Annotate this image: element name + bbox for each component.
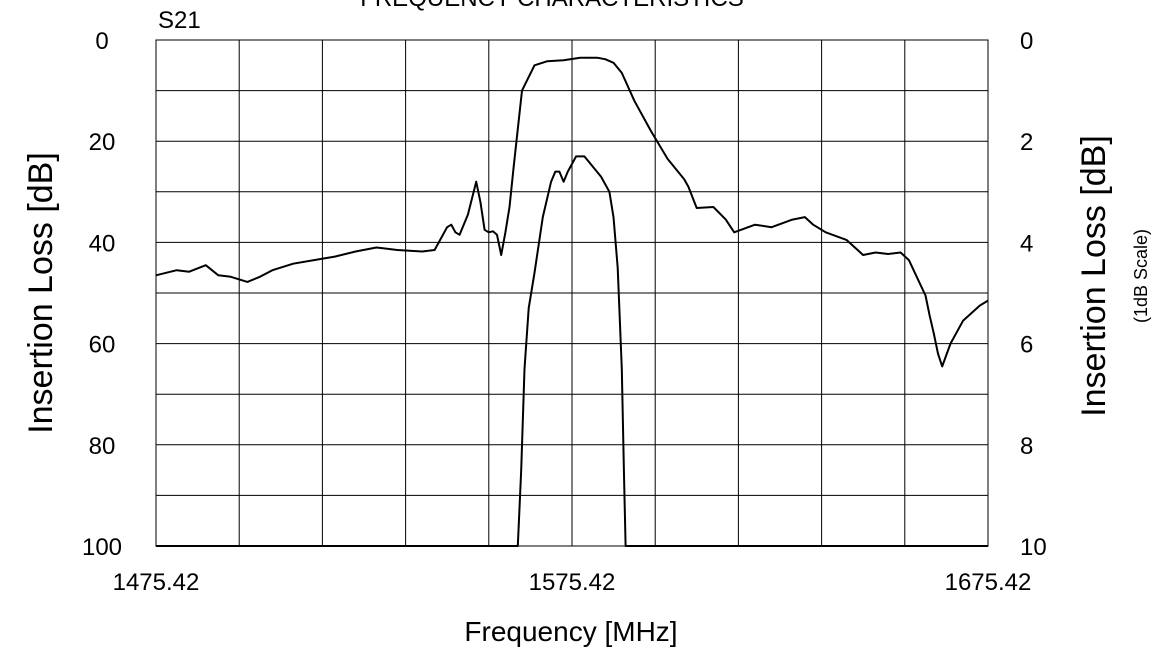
series-line-1db-scale (156, 155, 988, 547)
y-left-tick-label: 60 (89, 332, 116, 359)
y-axis-right-title: Insertion Loss [dB] (1075, 135, 1113, 417)
y-left-tick-label: 100 (82, 534, 122, 561)
y-right-tick-label: 8 (1020, 433, 1033, 460)
y-axis-left-title: Insertion Loss [dB] (22, 152, 60, 434)
x-axis-title: Frequency [MHz] (464, 616, 677, 647)
y-left-tick-label: 40 (89, 230, 116, 257)
chart-title: FREQUENCY CHARACTERISTICS (360, 0, 744, 12)
y-right-tick-label: 6 (1020, 332, 1033, 359)
y-right-tick-label: 0 (1020, 28, 1033, 55)
plot-grid (155, 39, 989, 547)
x-tick-label: 1575.42 (529, 569, 616, 596)
axis-ticks: 0 20 40 60 80 100 0 2 4 6 8 10 1475.42 1575.42 1675.42 (82, 28, 1047, 596)
x-tick-label: 1675.42 (945, 569, 1032, 596)
y-left-tick-label: 80 (89, 433, 116, 460)
parameter-label: S21 (158, 7, 201, 34)
y-left-tick-label: 0 (95, 28, 108, 55)
y-right-tick-label: 2 (1020, 129, 1033, 156)
x-tick-label: 1475.42 (113, 569, 200, 596)
series-line-wide-scale (155, 56, 989, 368)
y-left-tick-label: 20 (89, 129, 116, 156)
plot-traces (155, 56, 989, 547)
y-axis-right-note: (1dB Scale) (1131, 229, 1151, 323)
y-right-tick-label: 10 (1020, 534, 1047, 561)
y-right-tick-label: 4 (1020, 230, 1033, 257)
